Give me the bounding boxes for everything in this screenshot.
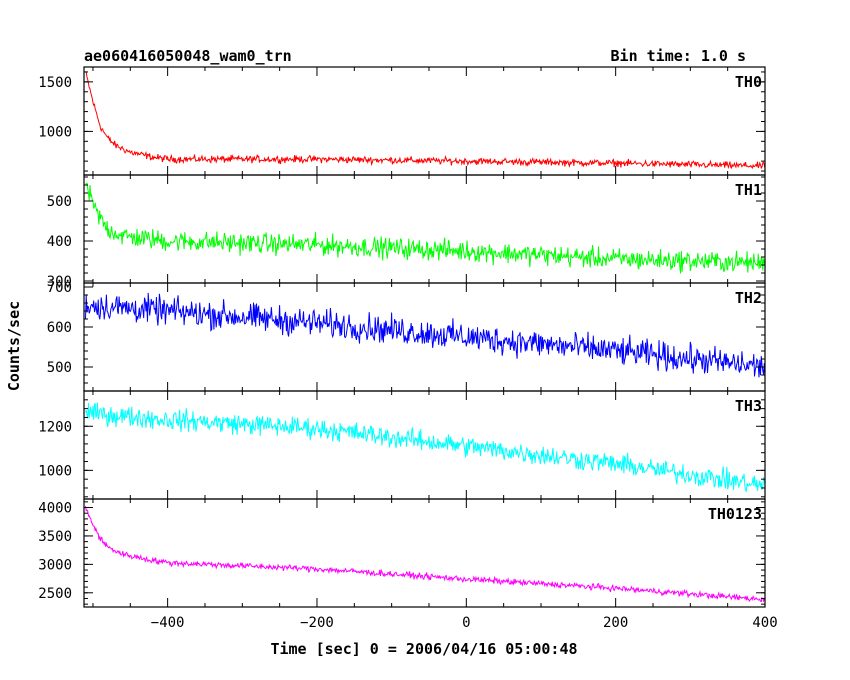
panel-label-th1: TH1 bbox=[735, 181, 762, 199]
x-axis-label: Time [sec] 0 = 2006/04/16 05:00:48 bbox=[270, 640, 577, 658]
y-tick-label-th1: 300 bbox=[47, 274, 72, 290]
bin-time-label: Bin time: 1.0 s bbox=[611, 47, 746, 65]
panel-label-th0: TH0 bbox=[735, 73, 762, 91]
x-tick-label: 200 bbox=[603, 615, 628, 631]
panel-frame-th1 bbox=[83, 174, 766, 284]
y-tick-label-th0123: 3500 bbox=[38, 529, 72, 545]
series-line-th2 bbox=[85, 292, 765, 378]
panel-label-th0123: TH0123 bbox=[708, 505, 762, 523]
x-tick-label: −400 bbox=[151, 615, 185, 631]
panel-label-th3: TH3 bbox=[735, 397, 762, 415]
y-tick-label-th2: 500 bbox=[47, 360, 72, 376]
y-tick-label-th0123: 3000 bbox=[38, 557, 72, 573]
chart-title: ae060416050048_wam0_trn bbox=[84, 47, 292, 65]
panel-frame-th0123 bbox=[83, 498, 766, 608]
x-tick-label: 400 bbox=[752, 615, 777, 631]
y-tick-label-th1: 500 bbox=[47, 194, 72, 210]
y-tick-label-th0123: 4000 bbox=[38, 501, 72, 517]
y-axis-label: Counts/sec bbox=[5, 301, 23, 391]
y-tick-label-th2: 600 bbox=[47, 320, 72, 336]
panels-group: 1000 1500 TH0 300 400 500 TH1 500 600 700 TH2 1000 1… bbox=[38, 66, 778, 631]
panel-frame-th2 bbox=[83, 282, 766, 392]
x-tick-label: −200 bbox=[300, 615, 334, 631]
series-line-th1 bbox=[85, 182, 765, 274]
panel-frame-th3 bbox=[83, 390, 766, 500]
y-tick-label-th3: 1000 bbox=[38, 463, 72, 479]
y-tick-label-th0123: 2500 bbox=[38, 586, 72, 602]
series-line-th0123 bbox=[85, 505, 765, 603]
series-line-th3 bbox=[85, 402, 765, 493]
y-tick-label-th0: 1000 bbox=[38, 124, 72, 140]
y-tick-label-th2: 700 bbox=[47, 280, 72, 296]
series-line-th0 bbox=[85, 71, 765, 170]
y-tick-label-th0: 1500 bbox=[38, 75, 72, 91]
y-tick-label-th1: 400 bbox=[47, 234, 72, 250]
y-tick-label-th3: 1200 bbox=[38, 419, 72, 435]
panel-label-th2: TH2 bbox=[735, 289, 762, 307]
x-tick-label: 0 bbox=[462, 615, 470, 631]
